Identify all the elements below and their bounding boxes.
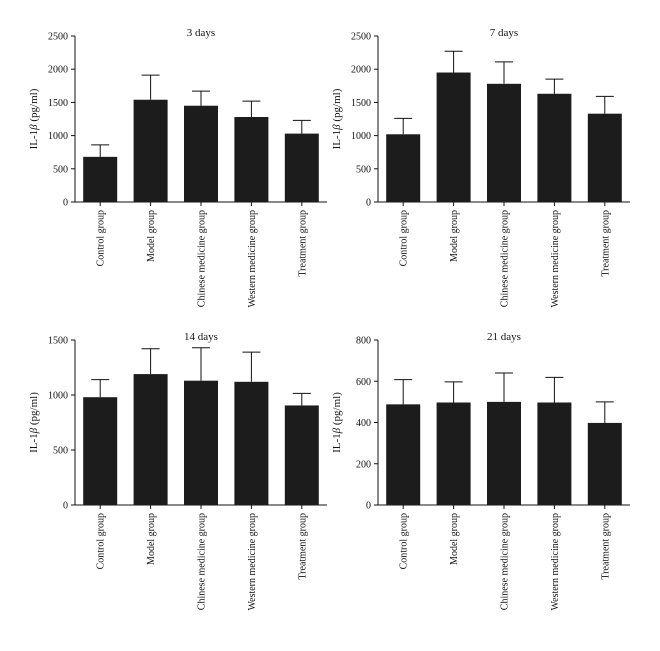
y-axis-label: IL-1β (pg/ml) — [28, 88, 40, 149]
bar — [537, 402, 572, 505]
bar — [284, 405, 319, 505]
y-axis-label-symbol: β — [28, 427, 40, 434]
category-label: Model group — [449, 210, 460, 262]
y-tick-label: 0 — [366, 501, 371, 512]
category-label: Control group — [399, 513, 410, 569]
bar — [436, 72, 471, 203]
bar — [184, 380, 218, 505]
bar — [133, 374, 168, 505]
y-tick-label: 1500 — [48, 98, 68, 109]
bar — [234, 381, 269, 505]
bar — [487, 401, 521, 505]
category-label: Treatment group — [600, 513, 611, 580]
bar — [133, 99, 168, 202]
y-axis-label-prefix: IL-1 — [28, 130, 40, 150]
bar — [184, 105, 218, 202]
y-tick-label: 1000 — [48, 131, 68, 142]
y-tick-label: 500 — [53, 164, 68, 175]
chart-panel-3: 21 days IL-1β (pg/ml) 0 200 400 600 800 Control… — [331, 331, 630, 611]
y-axis-label-prefix: IL-1 — [28, 433, 40, 453]
y-axis-label-suffix: (pg/ml) — [331, 392, 343, 428]
y-axis-label-symbol: β — [331, 124, 343, 131]
y-axis-label-suffix: (pg/ml) — [28, 392, 40, 428]
y-tick-label: 1000 — [48, 391, 68, 402]
bar — [83, 397, 118, 505]
bar — [83, 156, 118, 202]
category-label: Western medicine group — [247, 513, 258, 611]
bar — [386, 134, 421, 202]
y-axis-label-suffix: (pg/ml) — [28, 88, 40, 124]
category-label: Chinese medicine group — [197, 513, 208, 610]
bar — [487, 83, 521, 202]
chart-title: 7 days — [490, 27, 518, 39]
y-tick-label: 800 — [356, 336, 371, 347]
category-label: Western medicine group — [550, 210, 561, 308]
chart-title: 14 days — [184, 331, 218, 343]
chart-title: 3 days — [187, 27, 215, 39]
chart-panel-1: 7 days IL-1β (pg/ml) 0 500 1000 1500 2000 2500 C… — [331, 27, 630, 308]
category-label: Chinese medicine group — [197, 210, 208, 307]
y-axis-label: IL-1β (pg/ml) — [331, 88, 343, 149]
y-tick-label: 1000 — [351, 131, 371, 142]
category-label: Chinese medicine group — [500, 513, 511, 610]
category-label: Model group — [146, 513, 157, 565]
y-tick-label: 1500 — [48, 336, 68, 347]
y-tick-label: 400 — [356, 418, 371, 429]
category-label: Western medicine group — [247, 210, 258, 308]
y-axis-label-symbol: β — [28, 124, 40, 131]
category-label: Chinese medicine group — [500, 210, 511, 307]
y-axis-label-symbol: β — [331, 427, 343, 434]
y-tick-label: 0 — [63, 198, 68, 209]
bar — [284, 133, 319, 202]
y-axis-label: IL-1β (pg/ml) — [28, 392, 40, 453]
y-axis-label-suffix: (pg/ml) — [331, 88, 343, 124]
chart-panel-0: 3 days IL-1β (pg/ml) 0 500 1000 1500 2000 2500 C… — [28, 27, 327, 308]
y-tick-label: 2500 — [48, 32, 68, 43]
category-label: Treatment group — [297, 210, 308, 277]
y-tick-label: 2500 — [351, 32, 371, 43]
category-label: Treatment group — [297, 513, 308, 580]
bar — [234, 117, 269, 202]
category-label: Control group — [96, 210, 107, 266]
bar — [436, 402, 471, 505]
category-label: Control group — [96, 513, 107, 569]
y-tick-label: 0 — [63, 501, 68, 512]
chart-panel-2: 14 days IL-1β (pg/ml) 0 500 1000 1500 Control … — [28, 331, 327, 611]
y-tick-label: 500 — [53, 446, 68, 457]
y-axis-label: IL-1β (pg/ml) — [331, 392, 343, 453]
y-tick-label: 1500 — [351, 98, 371, 109]
y-tick-label: 0 — [366, 198, 371, 209]
bar — [587, 422, 622, 505]
category-label: Treatment group — [600, 210, 611, 277]
category-label: Western medicine group — [550, 513, 561, 611]
y-tick-label: 500 — [356, 164, 371, 175]
y-tick-label: 2000 — [351, 65, 371, 76]
bar — [537, 93, 572, 202]
y-tick-label: 200 — [356, 459, 371, 470]
chart-title: 21 days — [487, 331, 521, 343]
category-label: Model group — [449, 513, 460, 565]
category-label: Model group — [146, 210, 157, 262]
y-axis-label-prefix: IL-1 — [331, 433, 343, 453]
y-tick-label: 2000 — [48, 65, 68, 76]
bar — [386, 404, 421, 505]
bar — [587, 113, 622, 202]
y-axis-label-prefix: IL-1 — [331, 130, 343, 150]
y-tick-label: 600 — [356, 377, 371, 388]
category-label: Control group — [399, 210, 410, 266]
